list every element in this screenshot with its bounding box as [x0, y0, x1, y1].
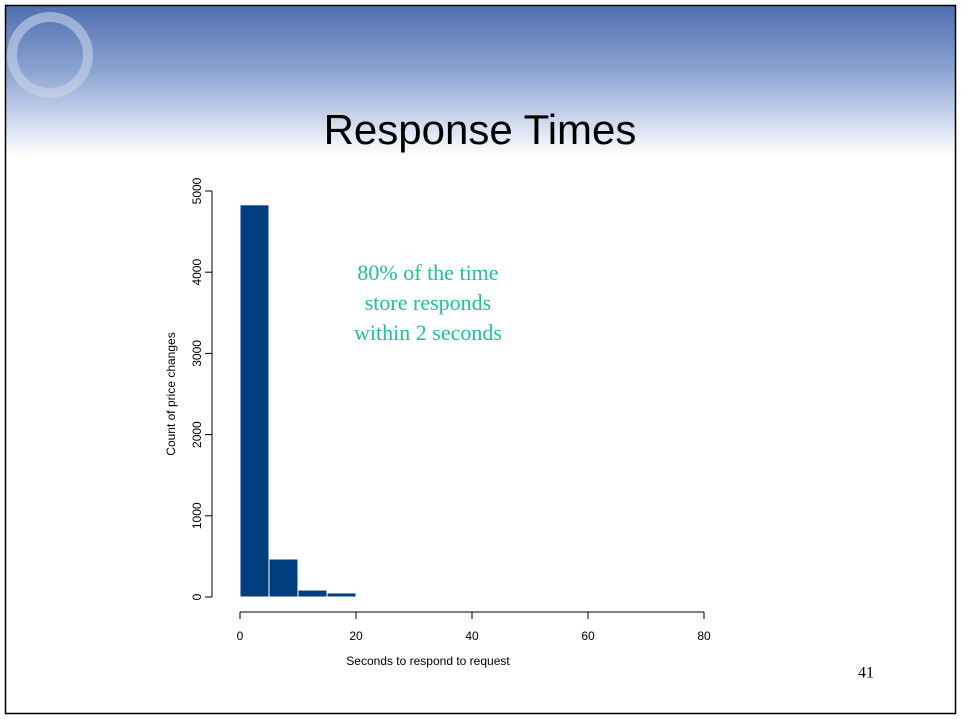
histogram-bar	[297, 589, 328, 598]
histogram-bar	[761, 595, 792, 598]
histogram-bar	[703, 595, 734, 598]
slide-border	[4, 4, 957, 715]
slide-number: 41	[858, 665, 874, 682]
annotation: 80% of the time	[357, 260, 498, 285]
y-tick-label: 2000	[190, 421, 204, 448]
histogram-bar	[239, 204, 270, 598]
header-band	[6, 6, 955, 156]
histogram-bar	[384, 595, 415, 598]
histogram-bar	[500, 595, 531, 598]
y-tick-label: 4000	[190, 259, 204, 286]
histogram-bar	[732, 595, 763, 598]
annotation: store responds	[365, 290, 491, 315]
x-axis-title: Seconds to respond to request	[346, 654, 510, 668]
slide-title: Response Times	[324, 106, 637, 153]
x-tick-label: 0	[237, 629, 244, 643]
y-tick-label: 0	[190, 593, 204, 600]
annotation: within 2 seconds	[354, 320, 502, 345]
histogram-bar	[326, 592, 357, 598]
histogram-bar	[587, 595, 618, 598]
y-tick-label: 3000	[190, 340, 204, 367]
header-decoration	[7, 12, 93, 98]
histogram-bar	[558, 595, 589, 598]
histogram-bar	[268, 558, 299, 598]
histogram-bar	[616, 595, 647, 598]
x-tick-label: 60	[581, 629, 595, 643]
x-tick-label: 80	[697, 629, 711, 643]
x-tick-label: 40	[465, 629, 479, 643]
y-tick-label: 5000	[190, 177, 204, 204]
histogram-bar	[471, 595, 502, 598]
histogram-bar	[355, 595, 386, 598]
histogram-bar	[413, 595, 444, 598]
histogram-bar	[442, 595, 473, 598]
y-tick-label: 1000	[190, 502, 204, 529]
x-tick-label: 20	[349, 629, 363, 643]
y-axis-title: Count of price changes	[164, 332, 178, 455]
